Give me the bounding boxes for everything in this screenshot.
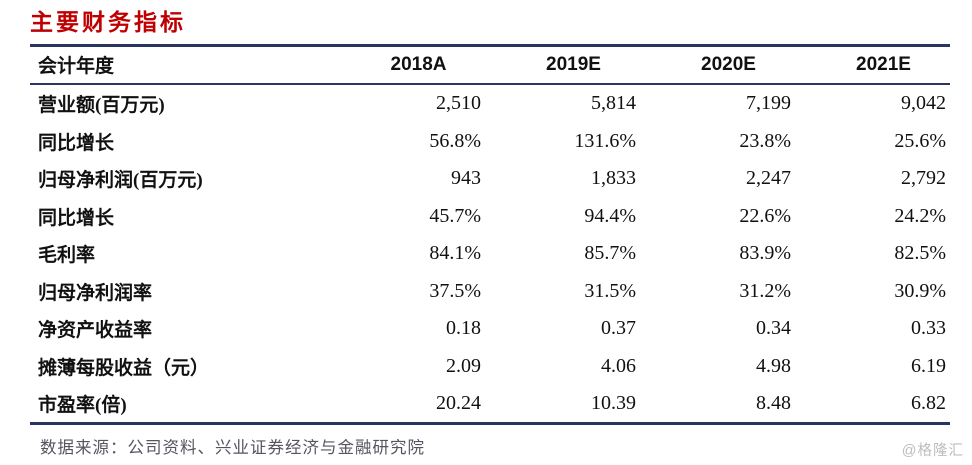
- financial-indicators-table: 会计年度 2018A 2019E 2020E 2021E 营业额(百万元) 2,…: [30, 43, 950, 426]
- cell-2019e: 5,814: [591, 92, 636, 115]
- cell-2020e: 2,247: [746, 167, 791, 190]
- cell-2019e: 0.37: [601, 317, 636, 340]
- cell-2020e: 23.8%: [739, 129, 791, 152]
- row-label: 市盈率(倍): [38, 395, 127, 417]
- cell-2019e: 94.4%: [584, 204, 636, 227]
- row-label: 归母净利润(百万元): [38, 170, 203, 192]
- table-row: 摊薄每股收益（元） 2.09 4.06 4.98 6.19: [30, 347, 950, 385]
- cell-2021e: 6.82: [911, 392, 946, 415]
- column-header-2020e: 2020E: [701, 53, 756, 75]
- cell-2020e: 31.2%: [739, 279, 791, 302]
- cell-2021e: 25.6%: [894, 129, 946, 152]
- cell-2018a: 37.5%: [429, 279, 481, 302]
- gelonghui-watermark: @格隆汇: [901, 443, 964, 459]
- row-label: 同比增长: [38, 207, 115, 229]
- cell-2018a: 943: [451, 167, 481, 190]
- table-row: 同比增长 56.8% 131.6% 23.8% 25.6%: [30, 122, 950, 160]
- table-header-row: 会计年度 2018A 2019E 2020E 2021E: [30, 47, 950, 85]
- column-header-fiscal-year: 会计年度: [38, 56, 115, 78]
- cell-2018a: 20.24: [436, 392, 481, 415]
- cell-2019e: 10.39: [591, 392, 636, 415]
- cell-2021e: 0.33: [911, 317, 946, 340]
- table-row: 毛利率 84.1% 85.7% 83.9% 82.5%: [30, 235, 950, 273]
- table-row: 营业额(百万元) 2,510 5,814 7,199 9,042: [30, 85, 950, 123]
- cell-2019e: 31.5%: [584, 279, 636, 302]
- cell-2021e: 6.19: [911, 354, 946, 377]
- cell-2021e: 30.9%: [894, 279, 946, 302]
- cell-2018a: 56.8%: [429, 129, 481, 152]
- column-header-2021e: 2021E: [856, 53, 911, 75]
- row-label: 摊薄每股收益（元）: [38, 357, 210, 379]
- row-label: 同比增长: [38, 132, 115, 154]
- cell-2019e: 4.06: [601, 354, 636, 377]
- section-title: 主要财务指标: [30, 10, 186, 35]
- table-row: 归母净利润率 37.5% 31.5% 31.2% 30.9%: [30, 272, 950, 310]
- table-row: 净资产收益率 0.18 0.37 0.34 0.33: [30, 310, 950, 348]
- table-row: 归母净利润(百万元) 943 1,833 2,247 2,792: [30, 160, 950, 198]
- column-header-2019e: 2019E: [546, 53, 601, 75]
- cell-2021e: 2,792: [901, 167, 946, 190]
- cell-2020e: 8.48: [756, 392, 791, 415]
- cell-2018a: 2.09: [446, 354, 481, 377]
- cell-2020e: 22.6%: [739, 204, 791, 227]
- cell-2019e: 1,833: [591, 167, 636, 190]
- table-body: 营业额(百万元) 2,510 5,814 7,199 9,042 同比增长 56…: [30, 85, 950, 423]
- cell-2020e: 83.9%: [739, 242, 791, 265]
- cell-2019e: 131.6%: [574, 129, 636, 152]
- table-row: 同比增长 45.7% 94.4% 22.6% 24.2%: [30, 197, 950, 235]
- cell-2020e: 7,199: [746, 92, 791, 115]
- row-label: 毛利率: [38, 245, 96, 267]
- cell-2021e: 9,042: [901, 92, 946, 115]
- data-source-note: 数据来源：公司资料、兴业证券经济与金融研究院: [40, 438, 425, 458]
- row-label: 净资产收益率: [38, 320, 153, 342]
- cell-2018a: 2,510: [436, 92, 481, 115]
- cell-2020e: 0.34: [756, 317, 791, 340]
- row-label: 归母净利润率: [38, 282, 153, 304]
- cell-2020e: 4.98: [756, 354, 791, 377]
- column-header-2018a: 2018A: [390, 53, 447, 75]
- cell-2018a: 45.7%: [429, 204, 481, 227]
- table-row: 市盈率(倍) 20.24 10.39 8.48 6.82: [30, 385, 950, 423]
- cell-2018a: 0.18: [446, 317, 481, 340]
- row-label: 营业额(百万元): [38, 95, 165, 117]
- cell-2019e: 85.7%: [584, 242, 636, 265]
- cell-2018a: 84.1%: [429, 242, 481, 265]
- cell-2021e: 24.2%: [894, 204, 946, 227]
- cell-2021e: 82.5%: [894, 242, 946, 265]
